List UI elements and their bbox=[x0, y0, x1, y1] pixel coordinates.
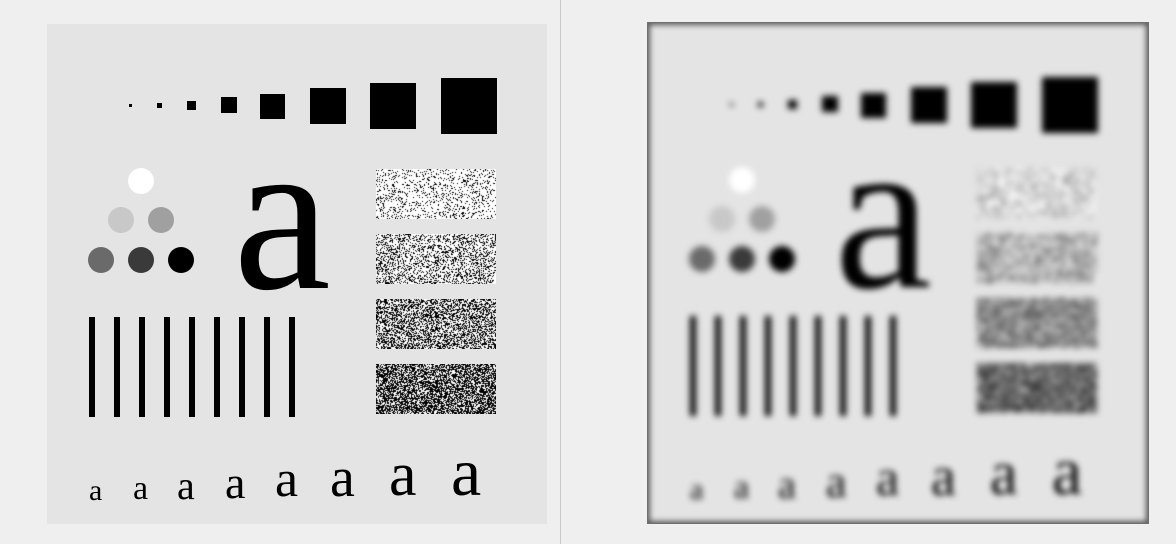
vertical-bar-2 bbox=[114, 317, 120, 417]
noise-rect-4 bbox=[376, 364, 496, 414]
circle-dark bbox=[128, 247, 154, 273]
vertical-bar-1 bbox=[89, 317, 95, 417]
noise-rect-3 bbox=[376, 299, 496, 349]
blurred-square-4 bbox=[822, 96, 838, 112]
vertical-bar-6 bbox=[214, 317, 220, 417]
blurred-square-3 bbox=[788, 100, 797, 109]
large-letter-a: a bbox=[233, 92, 331, 336]
blurred-vertical-bar-1 bbox=[690, 316, 696, 416]
blurred-test-pattern: a a a a a a a a a bbox=[648, 23, 1148, 523]
letter-a-1: a bbox=[89, 474, 103, 507]
square-1 bbox=[129, 104, 132, 107]
blurred-letter-a-7: a bbox=[990, 440, 1018, 508]
blurred-vertical-bar-9 bbox=[890, 316, 896, 416]
test-pattern-content: a a a a a a a a a bbox=[47, 24, 547, 524]
blurred-square-5 bbox=[861, 93, 886, 118]
blurred-letter-a-8: a bbox=[1052, 433, 1083, 509]
vertical-bar-5 bbox=[189, 317, 195, 417]
blurred-square-2 bbox=[758, 102, 763, 107]
circle-light bbox=[108, 207, 134, 233]
blurred-circle-darkgray bbox=[689, 246, 715, 272]
blurred-vertical-bar-8 bbox=[865, 316, 871, 416]
circle-mid bbox=[148, 207, 174, 233]
blurred-noise-rect-3 bbox=[977, 298, 1097, 348]
blurred-vertical-bar-6 bbox=[815, 316, 821, 416]
blurred-letter-a-1: a bbox=[690, 473, 704, 506]
vertical-bar-9 bbox=[289, 317, 295, 417]
circle-white bbox=[128, 168, 154, 194]
blurred-circle-mid bbox=[749, 206, 775, 232]
square-5 bbox=[260, 94, 285, 119]
noise-rect-1 bbox=[376, 169, 496, 219]
letter-a-2: a bbox=[133, 470, 149, 507]
letter-a-8: a bbox=[451, 434, 482, 510]
blurred-circle-white bbox=[729, 167, 755, 193]
blurred-noise-rect-2 bbox=[977, 233, 1097, 283]
vertical-bar-8 bbox=[264, 317, 270, 417]
blurred-square-7 bbox=[971, 82, 1017, 128]
blurred-square-6 bbox=[911, 87, 947, 123]
blurred-circle-black bbox=[769, 246, 795, 272]
letter-a-5: a bbox=[275, 451, 299, 508]
blurred-content: a a a a a a a a a bbox=[648, 23, 1148, 523]
blurred-circle-dark bbox=[729, 246, 755, 272]
original-test-pattern: a a a a a a a a a bbox=[47, 24, 547, 524]
circle-black bbox=[168, 247, 194, 273]
blurred-large-letter-a: a bbox=[834, 91, 932, 335]
vertical-bar-7 bbox=[239, 317, 245, 417]
blurred-noise-rect-4 bbox=[977, 363, 1097, 413]
letter-a-4: a bbox=[225, 457, 246, 508]
square-8 bbox=[441, 78, 497, 134]
letter-a-6: a bbox=[330, 447, 355, 509]
blurred-vertical-bar-7 bbox=[840, 316, 846, 416]
letter-a-7: a bbox=[389, 441, 417, 509]
square-7 bbox=[370, 83, 416, 129]
blurred-letter-a-4: a bbox=[826, 456, 847, 507]
blurred-letter-a-6: a bbox=[931, 446, 956, 508]
square-6 bbox=[310, 88, 346, 124]
blurred-vertical-bar-4 bbox=[765, 316, 771, 416]
square-4 bbox=[221, 97, 237, 113]
letter-a-3: a bbox=[177, 463, 195, 508]
pane-divider[interactable] bbox=[560, 0, 561, 544]
blurred-letter-a-3: a bbox=[778, 462, 796, 507]
noise-rect-2 bbox=[376, 234, 496, 284]
blurred-circle-light bbox=[709, 206, 735, 232]
vertical-bar-4 bbox=[164, 317, 170, 417]
vertical-bar-3 bbox=[139, 317, 145, 417]
blurred-letter-a-5: a bbox=[876, 450, 900, 507]
square-2 bbox=[157, 103, 162, 108]
square-3 bbox=[187, 101, 196, 110]
blurred-square-1 bbox=[730, 103, 733, 106]
blurred-square-8 bbox=[1042, 77, 1098, 133]
blurred-vertical-bar-3 bbox=[740, 316, 746, 416]
circle-darkgray bbox=[88, 247, 114, 273]
blurred-vertical-bar-5 bbox=[790, 316, 796, 416]
blurred-vertical-bar-2 bbox=[715, 316, 721, 416]
blurred-noise-rect-1 bbox=[977, 168, 1097, 218]
blurred-letter-a-2: a bbox=[734, 469, 750, 506]
